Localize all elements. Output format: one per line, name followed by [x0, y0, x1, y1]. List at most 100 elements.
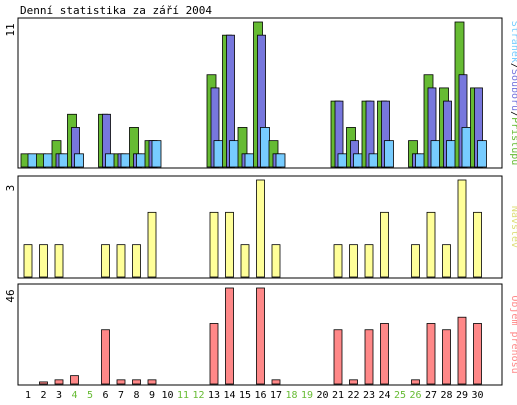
- bar-navstev-day-9: [147, 211, 157, 278]
- x-tick-day-20: 20: [316, 390, 328, 401]
- x-tick-day-15: 15: [239, 390, 251, 401]
- x-tick-day-19: 19: [301, 390, 313, 401]
- bar-objem-day-17: [271, 379, 281, 385]
- y-max-label: 11: [4, 23, 17, 36]
- bar-objem-day-21: [333, 329, 343, 385]
- bar-objem-day-30: [473, 323, 482, 385]
- bar-objem-day-29: [457, 316, 467, 385]
- bar-stranek-day-8: [136, 153, 146, 168]
- bar-stranek-day-6: [105, 153, 115, 168]
- x-tick-day-18: 18: [285, 390, 297, 401]
- x-tick-day-10: 10: [161, 390, 173, 401]
- x-tick-day-7: 7: [118, 390, 124, 401]
- x-tick-day-12: 12: [192, 390, 204, 401]
- bar-objem-day-22: [349, 379, 358, 385]
- panel-frame: [17, 283, 503, 386]
- x-tick-day-2: 2: [40, 390, 46, 401]
- bar-navstev-day-17: [271, 244, 281, 278]
- bar-navstev-day-23: [364, 244, 374, 278]
- x-tick-day-4: 4: [71, 390, 77, 401]
- bar-stranek-day-30: [477, 140, 487, 168]
- panel-visits: 3 Návštěv: [4, 175, 517, 279]
- bar-stranek-day-21: [337, 153, 348, 168]
- bar-navstev-day-22: [349, 244, 358, 278]
- legend-part: Souborů: [509, 69, 517, 111]
- bar-stranek-day-23: [368, 153, 379, 168]
- bar-navstev-day-14: [225, 211, 234, 278]
- legend-part: Návštěv: [509, 206, 517, 248]
- panel-frame: [17, 17, 503, 169]
- bar-stranek-day-29: [461, 127, 472, 168]
- bar-stranek-day-24: [384, 140, 394, 168]
- x-tick-day-21: 21: [332, 390, 344, 401]
- bar-stranek-day-1: [27, 153, 38, 168]
- bar-navstev-day-13: [209, 211, 219, 278]
- bar-objem-day-2: [39, 381, 48, 385]
- x-tick-day-25: 25: [394, 390, 406, 401]
- bar-objem-day-14: [225, 287, 234, 385]
- x-tick-day-27: 27: [425, 390, 437, 401]
- x-tick-day-22: 22: [347, 390, 359, 401]
- bar-navstev-day-6: [101, 244, 110, 278]
- x-tick-day-16: 16: [254, 390, 266, 401]
- bar-stranek-day-13: [213, 140, 224, 168]
- x-tick-day-5: 5: [87, 390, 93, 401]
- x-tick-day-23: 23: [363, 390, 375, 401]
- x-tick-day-26: 26: [409, 390, 421, 401]
- bar-stranek-day-4: [74, 153, 84, 168]
- bar-navstev-day-8: [132, 244, 141, 278]
- x-tick-day-11: 11: [177, 390, 189, 401]
- legend-part: Objem přenosu: [509, 295, 517, 373]
- bar-navstev-day-1: [23, 244, 33, 278]
- y-max-label: 46: [4, 289, 17, 302]
- bar-navstev-day-3: [54, 244, 64, 278]
- bar-stranek-day-26: [415, 153, 425, 168]
- x-tick-day-8: 8: [133, 390, 139, 401]
- chart-panels: 11Stránek/Souborů/Přístupů3Návštěv46Obje…: [4, 17, 517, 386]
- x-tick-day-9: 9: [149, 390, 155, 401]
- bar-objem-day-6: [101, 329, 110, 385]
- bar-stranek-day-3: [58, 153, 69, 168]
- bar-navstev-day-2: [39, 244, 48, 278]
- panel-legend: Stránek/Souborů/Přístupů: [509, 21, 517, 166]
- bar-objem-day-16: [256, 287, 265, 385]
- x-tick-day-3: 3: [56, 390, 62, 401]
- bar-navstev-day-24: [380, 211, 389, 278]
- bar-objem-day-23: [364, 329, 374, 385]
- bar-objem-day-3: [54, 379, 64, 385]
- bar-stranek-day-28: [446, 140, 456, 168]
- legend-part: Stránek: [509, 21, 517, 63]
- y-max-label: 3: [4, 185, 17, 192]
- bar-objem-day-28: [442, 329, 451, 385]
- bar-objem-day-27: [426, 323, 436, 385]
- bar-navstev-day-29: [457, 179, 467, 278]
- legend-part: Přístupů: [509, 117, 517, 165]
- x-tick-day-6: 6: [102, 390, 108, 401]
- bar-stranek-day-17: [275, 153, 286, 168]
- bar-stranek-day-2: [43, 153, 53, 168]
- bar-stranek-day-9: [151, 140, 162, 168]
- x-axis-day-labels: 1 2 3 4 5 6 7 8 9 10 11 12 13 14 15 16 17 18 19 20 21 22 23 24 2…: [25, 390, 484, 401]
- bar-stranek-day-27: [430, 140, 441, 168]
- x-tick-day-28: 28: [440, 390, 452, 401]
- panel-legend: Návštěv: [509, 206, 517, 248]
- bar-stranek-day-14: [229, 140, 239, 168]
- bar-objem-day-24: [380, 323, 389, 385]
- bar-navstev-day-16: [256, 179, 265, 278]
- bar-navstev-day-26: [411, 244, 420, 278]
- bar-objem-day-9: [147, 379, 157, 385]
- legend-part: /: [509, 63, 517, 69]
- bar-stranek-day-15: [244, 153, 255, 168]
- bar-stranek-day-7: [120, 153, 131, 168]
- bar-objem-day-8: [132, 379, 141, 385]
- x-tick-day-29: 29: [456, 390, 468, 401]
- bar-navstev-day-15: [240, 244, 250, 278]
- bar-navstev-day-30: [473, 211, 482, 278]
- x-tick-day-17: 17: [270, 390, 282, 401]
- bar-navstev-day-27: [426, 211, 436, 278]
- bar-navstev-day-28: [442, 244, 451, 278]
- x-tick-day-30: 30: [471, 390, 483, 401]
- x-tick-day-14: 14: [223, 390, 235, 401]
